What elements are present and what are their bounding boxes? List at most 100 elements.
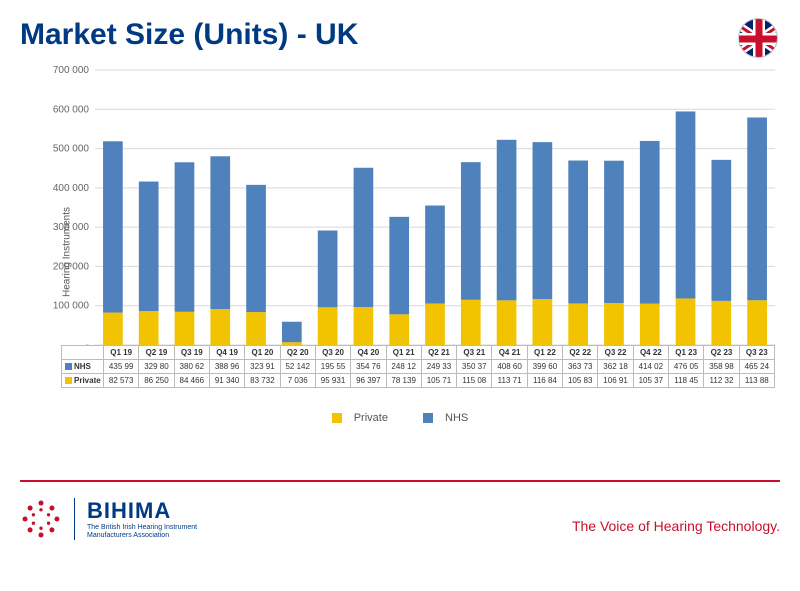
table-col-head: Q1 23 (669, 346, 704, 360)
bar-private (533, 299, 553, 345)
table-corner (62, 346, 104, 360)
table-cell: 363 73 (563, 360, 598, 374)
bar-private (711, 301, 731, 345)
table-col-head: Q4 20 (351, 346, 386, 360)
table-cell: 195 55 (315, 360, 350, 374)
bar-private (389, 314, 409, 345)
bar-private (139, 311, 159, 345)
chart-area: Hearing Instruments -100 000200 000300 0… (20, 62, 780, 442)
table-row-head-nhs: NHS (62, 360, 104, 374)
svg-text:400 000: 400 000 (53, 183, 90, 194)
page-title: Market Size (Units) - UK (20, 18, 358, 52)
table-cell: 414 02 (633, 360, 668, 374)
bar-nhs (425, 206, 445, 304)
table-cell: 91 340 (209, 374, 244, 388)
table-cell: 380 62 (174, 360, 209, 374)
bar-nhs (711, 160, 731, 301)
table-cell: 249 33 (421, 360, 456, 374)
table-col-head: Q2 23 (704, 346, 739, 360)
table-col-head: Q4 19 (209, 346, 244, 360)
svg-text:300 000: 300 000 (53, 222, 90, 233)
table-cell: 105 71 (421, 374, 456, 388)
table-col-head: Q4 22 (633, 346, 668, 360)
table-col-head: Q2 20 (280, 346, 315, 360)
table-cell: 408 60 (492, 360, 527, 374)
legend-label-nhs: NHS (445, 412, 468, 424)
table-cell: 113 88 (739, 374, 774, 388)
tagline: The Voice of Hearing Technology. (572, 518, 780, 534)
table-cell: 435 99 (104, 360, 139, 374)
bar-nhs (103, 141, 123, 312)
table-col-head: Q3 19 (174, 346, 209, 360)
table-cell: 476 05 (669, 360, 704, 374)
table-col-head: Q2 21 (421, 346, 456, 360)
brand-name: BIHIMA (87, 498, 197, 524)
table-cell: 399 60 (527, 360, 562, 374)
brand-sub1: The British Irish Hearing Instrument (87, 524, 197, 532)
brand-sub2: Manufacturers Association (87, 532, 197, 540)
bar-private (210, 309, 230, 345)
table-cell: 362 18 (598, 360, 633, 374)
table-cell: 358 98 (704, 360, 739, 374)
bar-nhs (533, 142, 553, 299)
table-cell: 105 37 (633, 374, 668, 388)
bar-nhs (282, 322, 302, 342)
table-col-head: Q1 21 (386, 346, 421, 360)
bar-nhs (497, 140, 517, 301)
table-cell: 7 036 (280, 374, 315, 388)
bar-nhs (318, 230, 338, 307)
table-col-head: Q3 22 (598, 346, 633, 360)
table-cell: 105 83 (563, 374, 598, 388)
table-cell: 96 397 (351, 374, 386, 388)
table-col-head: Q1 22 (527, 346, 562, 360)
y-axis-label: Hearing Instruments (62, 207, 73, 297)
table-cell: 323 91 (245, 360, 280, 374)
bar-private (568, 303, 588, 345)
bar-nhs (640, 141, 660, 304)
bar-nhs (246, 185, 266, 312)
bar-private (318, 307, 338, 345)
bar-nhs (139, 182, 159, 312)
svg-text:600 000: 600 000 (53, 104, 90, 115)
table-col-head: Q2 22 (563, 346, 598, 360)
table-cell: 248 12 (386, 360, 421, 374)
table-cell: 84 466 (174, 374, 209, 388)
table-cell: 52 142 (280, 360, 315, 374)
bihima-logo-icon (20, 498, 62, 540)
table-col-head: Q4 21 (492, 346, 527, 360)
bar-private (103, 313, 123, 345)
table-cell: 106 91 (598, 374, 633, 388)
table-col-head: Q3 20 (315, 346, 350, 360)
bar-nhs (210, 156, 230, 309)
bar-private (497, 300, 517, 345)
table-cell: 113 71 (492, 374, 527, 388)
table-cell: 82 573 (104, 374, 139, 388)
bar-nhs (175, 162, 195, 312)
table-cell: 116 84 (527, 374, 562, 388)
table-cell: 350 37 (457, 360, 492, 374)
bar-private (354, 307, 374, 345)
table-col-head: Q1 20 (245, 346, 280, 360)
bar-private (461, 300, 481, 345)
bar-nhs (747, 117, 767, 300)
bar-private (640, 304, 660, 345)
table-cell: 115 08 (457, 374, 492, 388)
table-cell: 83 732 (245, 374, 280, 388)
uk-flag-icon (738, 18, 778, 58)
table-col-head: Q2 19 (139, 346, 174, 360)
bar-private (246, 312, 266, 345)
bar-nhs (461, 162, 481, 300)
table-cell: 354 76 (351, 360, 386, 374)
bar-nhs (676, 111, 696, 298)
table-col-head: Q1 19 (104, 346, 139, 360)
bar-private (676, 298, 696, 345)
bar-chart: -100 000200 000300 000400 000500 000600 … (95, 70, 775, 345)
divider (20, 480, 780, 482)
legend-item-private: Private (324, 412, 396, 424)
bar-nhs (354, 168, 374, 307)
svg-text:700 000: 700 000 (53, 65, 90, 76)
svg-text:100 000: 100 000 (53, 301, 90, 312)
svg-text:500 000: 500 000 (53, 144, 90, 155)
bar-private (747, 300, 767, 345)
chart-legend: Private NHS (20, 412, 780, 424)
